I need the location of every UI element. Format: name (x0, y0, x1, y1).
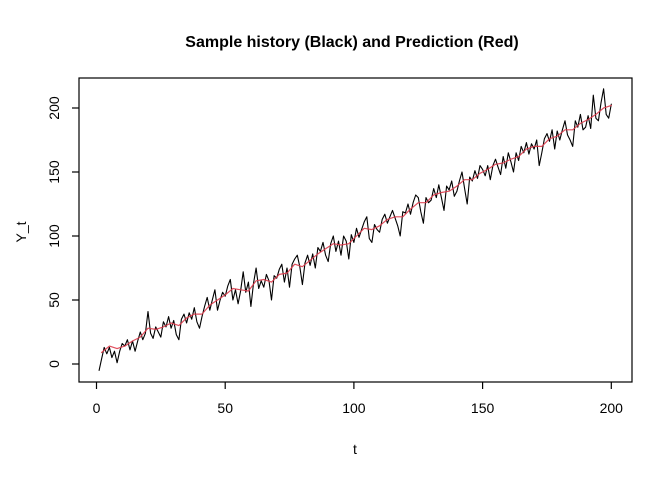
x-tick-label: 0 (93, 400, 101, 416)
x-tick-label: 200 (600, 400, 624, 416)
plot-box (78, 77, 633, 383)
y-tick-label: 100 (46, 224, 62, 248)
x-axis-ticks: 0 50 100 150 200 (93, 382, 624, 416)
prediction-series-line (100, 104, 612, 354)
y-tick-label: 150 (46, 160, 62, 184)
x-tick-label: 100 (342, 400, 366, 416)
y-axis-ticks: 0 50 100 150 200 (46, 96, 79, 368)
y-tick-label: 200 (46, 96, 62, 120)
y-tick-label: 0 (46, 360, 62, 368)
chart-title: Sample history (Black) and Prediction (R… (185, 34, 518, 51)
x-tick-label: 150 (471, 400, 495, 416)
x-tick-label: 50 (217, 400, 233, 416)
history-series-line (98, 88, 612, 371)
y-tick-label: 50 (46, 292, 62, 308)
x-axis-label: t (353, 441, 357, 457)
y-axis-label: Y_t (13, 221, 29, 242)
